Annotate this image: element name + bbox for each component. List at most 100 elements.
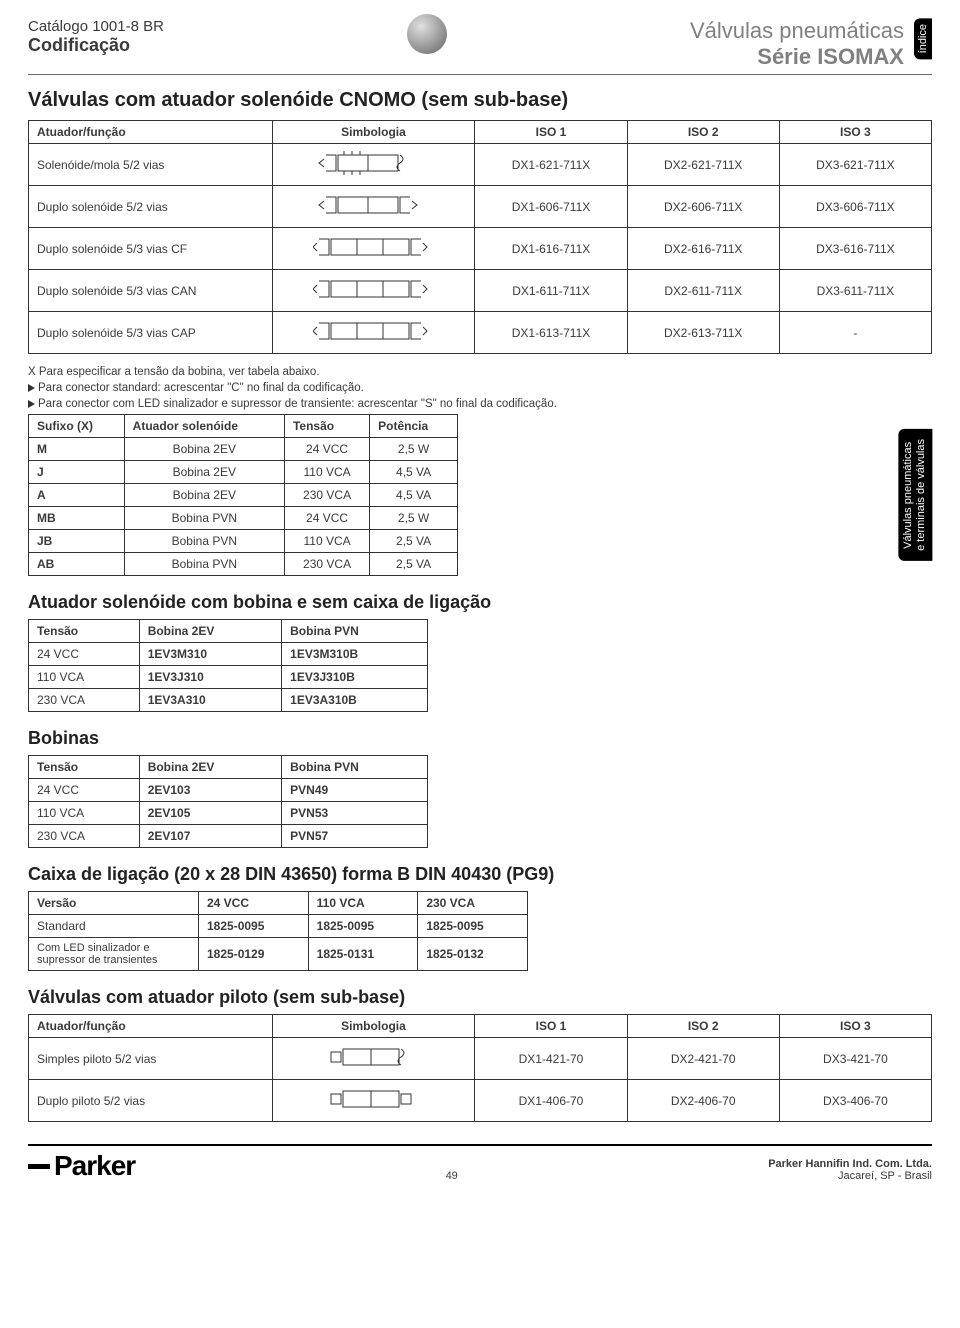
table-header-row: Sufixo (X) Atuador solenóide Tensão Potê… <box>29 415 458 438</box>
catalog-id: Catálogo 1001-8 BR <box>28 18 164 35</box>
symbol-cell <box>272 312 475 354</box>
table-header-row: Tensão Bobina 2EV Bobina PVN <box>29 756 428 779</box>
cell: DX2-613-711X <box>627 312 779 354</box>
cell: DX3-606-711X <box>779 186 931 228</box>
row-label: Duplo solenóide 5/3 vias CAN <box>29 270 273 312</box>
cell: DX3-421-70 <box>779 1038 931 1080</box>
page-topic: Codificação <box>28 35 164 56</box>
section-tab[interactable]: Válvulas pneumáticas e terminais de válv… <box>898 429 932 561</box>
company-block: Parker Hannifin Ind. Com. Ltda. Jacareí,… <box>768 1158 932 1182</box>
table-row: 110 VCA2EV105PVN53 <box>29 802 428 825</box>
table-bobinas: Tensão Bobina 2EV Bobina PVN 24 VCC2EV10… <box>28 755 428 848</box>
globe-icon <box>407 18 447 58</box>
company-location: Jacareí, SP - Brasil <box>768 1170 932 1182</box>
valve-symbol-icon <box>323 1043 423 1071</box>
table-row: Duplo piloto 5/2 vias DX1-406-70 DX2-406… <box>29 1080 932 1122</box>
table-bobina-ligacao: Tensão Bobina 2EV Bobina PVN 24 VCC1EV3M… <box>28 619 428 712</box>
col: Bobina 2EV <box>139 756 281 779</box>
table-row: ABBobina PVN230 VCA2,5 VA <box>29 553 458 576</box>
table-suffix: Sufixo (X) Atuador solenóide Tensão Potê… <box>28 414 458 576</box>
product-series: Série ISOMAX <box>690 44 904 70</box>
cell: DX2-621-711X <box>627 144 779 186</box>
product-family: Válvulas pneumáticas <box>690 18 904 44</box>
table-header-row: Versão 24 VCC 110 VCA 230 VCA <box>29 892 528 915</box>
valve-symbol-icon <box>313 317 433 345</box>
col: 230 VCA <box>418 892 528 915</box>
cell: DX1-621-711X <box>475 144 627 186</box>
cell: DX3-621-711X <box>779 144 931 186</box>
page-footer: Parker 49 Parker Hannifin Ind. Com. Ltda… <box>28 1144 932 1182</box>
header-left: Catálogo 1001-8 BR Codificação <box>28 18 164 56</box>
table-header-row: Tensão Bobina 2EV Bobina PVN <box>29 620 428 643</box>
table-row: 110 VCA1EV3J3101EV3J310B <box>29 666 428 689</box>
row-label: Duplo solenóide 5/3 vias CAP <box>29 312 273 354</box>
valve-symbol-icon <box>318 191 428 219</box>
cell: DX3-406-70 <box>779 1080 931 1122</box>
col: 110 VCA <box>308 892 418 915</box>
col: ISO 1 <box>475 1015 627 1038</box>
table-row: 24 VCC2EV103PVN49 <box>29 779 428 802</box>
table-row: 230 VCA2EV107PVN57 <box>29 825 428 848</box>
cell: - <box>779 312 931 354</box>
triangle-icon <box>28 400 35 408</box>
table-row: ABobina 2EV230 VCA4,5 VA <box>29 484 458 507</box>
notes-block: X Para especificar a tensão da bobina, v… <box>28 364 932 412</box>
table-header-row: Atuador/função Simbologia ISO 1 ISO 2 IS… <box>29 1015 932 1038</box>
cell: DX1-611-711X <box>475 270 627 312</box>
cell: DX3-611-711X <box>779 270 931 312</box>
table-row: Simples piloto 5/2 vias DX1-421-70 DX2-4… <box>29 1038 932 1080</box>
table-piloto: Atuador/função Simbologia ISO 1 ISO 2 IS… <box>28 1014 932 1122</box>
col: Bobina PVN <box>282 756 428 779</box>
symbol-cell <box>272 270 475 312</box>
cell: DX1-421-70 <box>475 1038 627 1080</box>
table-caixa: Versão 24 VCC 110 VCA 230 VCA Standard18… <box>28 891 528 971</box>
cell: DX3-616-711X <box>779 228 931 270</box>
cell: DX1-606-711X <box>475 186 627 228</box>
logo-dash-icon <box>28 1164 50 1169</box>
row-label: Duplo piloto 5/2 vias <box>29 1080 273 1122</box>
col: Bobina 2EV <box>139 620 281 643</box>
col: ISO 2 <box>627 1015 779 1038</box>
col: Atuador solenóide <box>124 415 284 438</box>
col: 24 VCC <box>199 892 309 915</box>
cell: DX2-406-70 <box>627 1080 779 1122</box>
col-simbologia: Simbologia <box>272 121 475 144</box>
header-rule <box>28 74 932 75</box>
section3-title: Bobinas <box>28 728 932 749</box>
col: Versão <box>29 892 199 915</box>
header-right: Válvulas pneumáticas Série ISOMAX índice <box>690 18 932 70</box>
logo-text: Parker <box>54 1150 135 1182</box>
cell: DX1-613-711X <box>475 312 627 354</box>
table-row: Duplo solenóide 5/3 vias CAP DX1-613-711… <box>29 312 932 354</box>
page-header: Catálogo 1001-8 BR Codificação Válvulas … <box>28 18 932 70</box>
parker-logo: Parker <box>28 1150 135 1182</box>
table-row: Duplo solenóide 5/2 vias DX1-606-711X DX… <box>29 186 932 228</box>
symbol-cell <box>272 1038 475 1080</box>
note-x: X Para especificar a tensão da bobina, v… <box>28 364 932 380</box>
note-c: Para conector standard: acrescentar "C" … <box>28 380 932 396</box>
cell: DX2-611-711X <box>627 270 779 312</box>
table-row: Standard1825-00951825-00951825-0095 <box>29 915 528 938</box>
col: Bobina PVN <box>282 620 428 643</box>
valve-symbol-icon <box>323 1085 423 1113</box>
cell: DX2-616-711X <box>627 228 779 270</box>
col: ISO 3 <box>779 1015 931 1038</box>
table-row: Com LED sinalizador e supressor de trans… <box>29 938 528 971</box>
cell: DX2-606-711X <box>627 186 779 228</box>
col-iso2: ISO 2 <box>627 121 779 144</box>
row-label: Duplo solenóide 5/3 vias CF <box>29 228 273 270</box>
col: Sufixo (X) <box>29 415 125 438</box>
col: Tensão <box>29 756 140 779</box>
table-row: 24 VCC1EV3M3101EV3M310B <box>29 643 428 666</box>
table-row: Duplo solenóide 5/3 vias CF DX1-616-711X… <box>29 228 932 270</box>
row-label: Solenóide/mola 5/2 vias <box>29 144 273 186</box>
col-iso1: ISO 1 <box>475 121 627 144</box>
table-row: JBobina 2EV110 VCA4,5 VA <box>29 461 458 484</box>
valve-symbol-icon <box>313 233 433 261</box>
table-cnomo: Atuador/função Simbologia ISO 1 ISO 2 IS… <box>28 120 932 354</box>
index-tab[interactable]: índice <box>914 18 932 59</box>
section5-title: Válvulas com atuador piloto (sem sub-bas… <box>28 987 932 1008</box>
valve-symbol-icon <box>313 275 433 303</box>
company-name: Parker Hannifin Ind. Com. Ltda. <box>768 1158 932 1170</box>
row-label: Simples piloto 5/2 vias <box>29 1038 273 1080</box>
